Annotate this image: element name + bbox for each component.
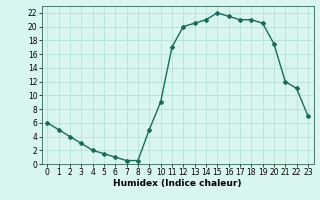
X-axis label: Humidex (Indice chaleur): Humidex (Indice chaleur) — [113, 179, 242, 188]
